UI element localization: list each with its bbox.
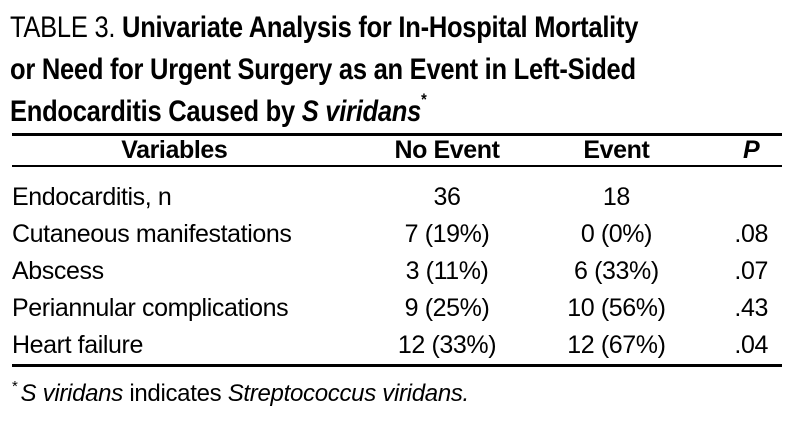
table-title-line-1: TABLE 3. Univariate Analysis for In-Hosp… xyxy=(10,7,790,49)
table-body: Endocarditis, n 36 18 Cutaneous manifest… xyxy=(12,166,782,366)
column-header-variables: Variables xyxy=(12,134,382,167)
cell-event: 12 (67%) xyxy=(567,331,666,359)
column-header-event: Event xyxy=(512,134,721,167)
cell-no-event: 36 xyxy=(433,183,461,211)
cell-variable: Heart failure xyxy=(12,331,143,359)
footnote-term: S viridans xyxy=(20,380,124,407)
table-row: Cutaneous manifestations 7 (19%) 0 (0%) … xyxy=(12,216,782,253)
table-title-line-2: or Need for Urgent Surgery as an Event i… xyxy=(10,49,790,91)
cell-event: 10 (56%) xyxy=(567,294,666,322)
table-title-text-1: Univariate Analysis for In-Hospital Mort… xyxy=(122,11,639,44)
header-row: Variables No Event Event P xyxy=(12,134,782,167)
cell-variable: Periannular complications xyxy=(12,294,289,322)
cell-no-event: 12 (33%) xyxy=(397,331,497,359)
table-footnote: * S viridans indicates Streptococcus viri… xyxy=(12,379,790,409)
cell-variable: Abscess xyxy=(12,257,104,285)
table-title-line-3: Endocarditis Caused by S viridans* xyxy=(10,91,790,133)
cell-variable: Endocarditis, n xyxy=(12,183,172,211)
cell-p-value: .43 xyxy=(734,294,768,322)
cell-event: 0 (0%) xyxy=(580,220,653,248)
cell-p-value: .07 xyxy=(734,257,768,285)
cell-variable: Cutaneous manifestations xyxy=(12,220,292,248)
table-number-label: TABLE 3. xyxy=(10,11,116,44)
cell-p-value: .04 xyxy=(734,331,768,359)
table-row: Abscess 3 (11%) 6 (33%) .07 xyxy=(12,253,782,290)
table-title: TABLE 3. Univariate Analysis for In-Hosp… xyxy=(10,7,790,133)
table-row: Endocarditis, n 36 18 xyxy=(12,166,782,216)
cell-p-value xyxy=(720,166,782,216)
cell-p-value: .08 xyxy=(734,220,768,248)
footnote-marker-title: * xyxy=(421,90,427,109)
table-title-text-3: Endocarditis Caused by xyxy=(10,95,295,128)
table-title-text-2: or Need for Urgent Surgery as an Event i… xyxy=(10,53,636,86)
cell-no-event: 9 (25%) xyxy=(404,294,490,322)
cell-no-event: 3 (11%) xyxy=(405,257,489,285)
column-header-no-event: No Event xyxy=(381,134,513,167)
cell-event: 18 xyxy=(602,183,630,211)
table-row: Periannular complications 9 (25%) 10 (56… xyxy=(12,290,782,327)
univariate-analysis-table: Variables No Event Event P Endocarditis,… xyxy=(12,133,782,367)
table-header: Variables No Event Event P xyxy=(12,134,782,167)
table-row: Heart failure 12 (33%) 12 (67%) .04 xyxy=(12,327,782,366)
column-header-p-value: P xyxy=(720,134,782,167)
footnote-marker: * xyxy=(12,378,18,395)
cell-event: 6 (33%) xyxy=(574,257,659,285)
cell-no-event: 7 (19%) xyxy=(404,220,490,248)
footnote-definition: Streptococcus viridans. xyxy=(227,380,470,407)
species-name-title: S viridans xyxy=(301,95,422,128)
footnote-connector: indicates xyxy=(129,380,222,407)
